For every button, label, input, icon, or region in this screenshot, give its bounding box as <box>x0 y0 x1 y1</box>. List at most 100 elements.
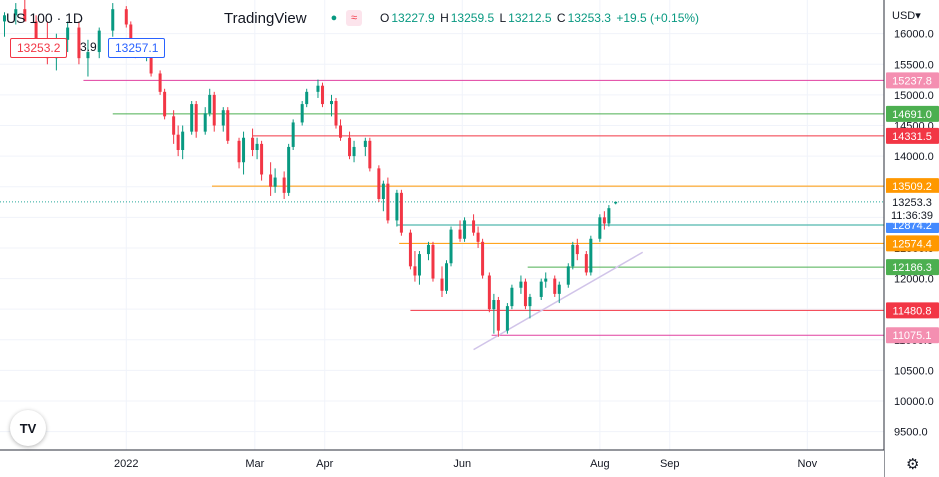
gear-icon[interactable]: ⚙ <box>906 456 920 473</box>
candle-body <box>426 244 430 255</box>
candle-body <box>539 281 543 297</box>
level-badge <box>886 127 939 144</box>
trendline-layer <box>473 251 644 351</box>
candle-body <box>602 217 606 224</box>
candle-body <box>607 208 611 224</box>
level-badge <box>886 302 939 319</box>
candle-body <box>417 254 421 276</box>
green-dot-icon[interactable]: ● <box>326 10 342 26</box>
y-tick-label: 10500.0 <box>894 365 934 377</box>
candle-body <box>352 146 356 157</box>
high-label: H <box>440 11 449 25</box>
candle-body <box>23 9 27 22</box>
candle-body <box>129 24 133 46</box>
current-price-label: 13253.3 <box>892 197 932 209</box>
candle-body <box>287 146 291 193</box>
level-label: 12186.3 <box>892 262 932 274</box>
candle-body <box>584 254 588 273</box>
candle-body <box>566 266 570 285</box>
candle-body <box>203 113 207 132</box>
currency-selector[interactable]: USD▾ <box>892 10 921 22</box>
candle-body <box>492 300 496 310</box>
candle-body <box>300 104 304 123</box>
low-value: 13212.5 <box>508 11 552 25</box>
change-value: +19.5 (+0.15%) <box>616 11 700 25</box>
candle-body <box>510 287 514 307</box>
candle-body <box>305 91 309 105</box>
candle-body <box>242 137 246 163</box>
current-price-badge <box>886 192 939 223</box>
ohlc-readout: O 13227.9 H 13259.5 L 13212.5 C 13253.3 +19.… <box>380 8 701 28</box>
candle-body <box>334 101 338 126</box>
ask-price-box[interactable]: 13257.1 <box>108 38 166 58</box>
bid-price-box[interactable]: 13253.2 <box>10 38 68 58</box>
candle-body <box>395 192 399 221</box>
candle-body <box>496 300 500 331</box>
tradingview-logo-icon[interactable]: TV <box>10 410 46 446</box>
candle-body <box>544 278 548 282</box>
candle-body <box>282 177 286 193</box>
level-label: 11480.8 <box>893 305 932 317</box>
candle-body <box>273 177 277 187</box>
level-badge <box>886 178 939 195</box>
candle-body <box>320 85 324 105</box>
candle-body <box>458 229 462 239</box>
candle-body <box>487 275 491 310</box>
level-badge <box>886 259 939 276</box>
level-label: 13509.2 <box>892 181 932 193</box>
low-label: L <box>499 11 507 25</box>
level-label: 15237.8 <box>892 75 932 87</box>
candle-body <box>66 27 70 40</box>
candle-body <box>463 220 467 239</box>
candle-body <box>472 220 476 233</box>
symbol-label[interactable]: US 100 · 1D <box>6 10 84 26</box>
candle-body <box>557 284 561 294</box>
candle-body <box>386 183 390 221</box>
candle-body <box>553 278 557 294</box>
approx-icon[interactable]: ≈ <box>346 10 362 26</box>
candle-body <box>208 94 212 114</box>
candles <box>3 0 618 337</box>
candle-body <box>575 244 579 255</box>
candle-body <box>86 52 90 59</box>
x-tick-label: Nov <box>798 458 818 470</box>
candle-body <box>528 296 532 307</box>
candle-body <box>363 140 367 147</box>
x-tick-label: Mar <box>245 458 264 470</box>
candle-body <box>194 104 198 132</box>
y-tick-label: 10000.0 <box>894 396 934 408</box>
candle-body <box>212 94 216 126</box>
candle-body <box>505 306 509 331</box>
candle-body <box>269 174 273 187</box>
candle-body <box>226 110 230 141</box>
y-tick-label: 12000.0 <box>894 274 934 286</box>
level-label: 12574.4 <box>892 238 932 250</box>
candle-body <box>440 278 444 291</box>
candle-body <box>408 232 412 267</box>
level-label: 11075.1 <box>893 330 932 342</box>
x-tick-label: Aug <box>590 458 610 470</box>
y-tick-label: 9500.0 <box>894 427 928 439</box>
level-label: 12874.2 <box>892 220 932 232</box>
candle-body <box>172 116 176 135</box>
level-badge <box>886 235 939 252</box>
candle-body <box>413 266 417 276</box>
candle-body <box>176 134 180 150</box>
candle-body <box>571 244 575 267</box>
open-value: 13227.9 <box>391 11 435 25</box>
countdown-label: 11:36:39 <box>891 210 933 222</box>
candle-body <box>111 9 115 31</box>
indicator-badges: ● ≈ <box>326 10 362 26</box>
level-badge <box>886 72 939 89</box>
candle-body <box>445 263 449 291</box>
candle-body <box>431 244 435 279</box>
candle-body <box>481 241 485 276</box>
y-tick-label: 15500.0 <box>894 59 934 71</box>
candle-body <box>368 140 372 169</box>
candle-body <box>255 143 259 150</box>
y-tick-label: 14000.0 <box>894 151 934 163</box>
candle-body <box>3 15 7 22</box>
candle-body <box>181 131 185 150</box>
high-value: 13259.5 <box>450 11 495 25</box>
